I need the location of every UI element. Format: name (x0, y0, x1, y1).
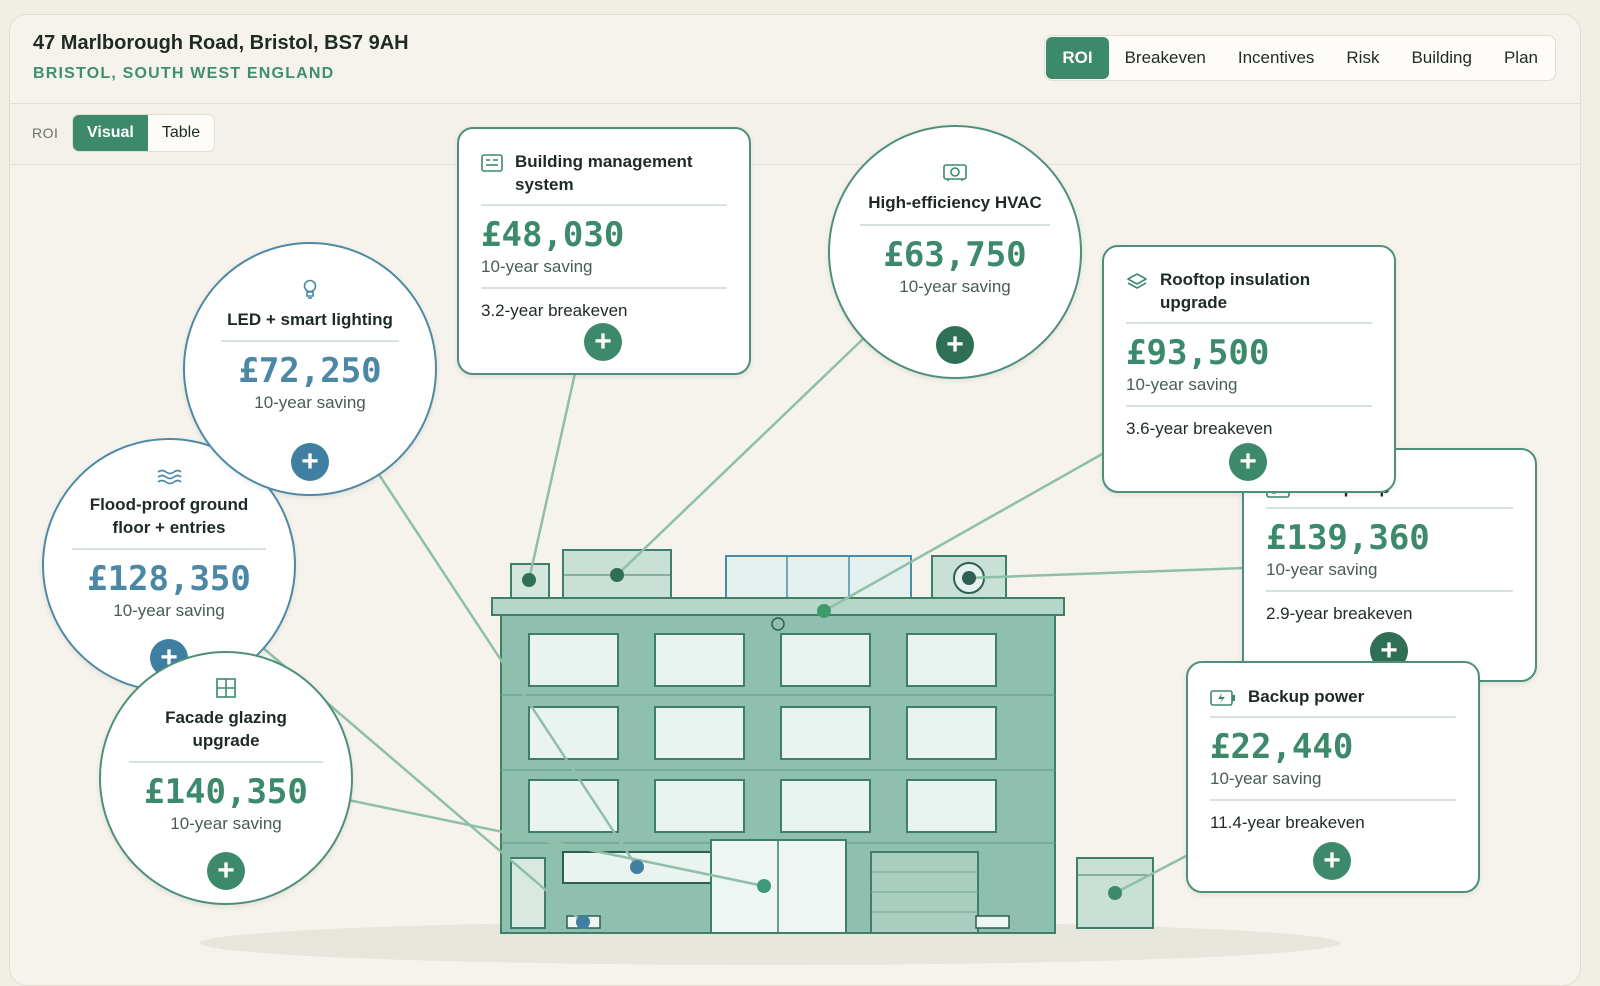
add-hvac-button[interactable]: + (936, 326, 974, 364)
section-label: ROI (32, 125, 59, 141)
card-rooftop-insulation[interactable]: Rooftop insulation upgrade £93,500 10-ye… (1102, 245, 1396, 493)
divider (72, 548, 266, 550)
connector-facade (347, 798, 765, 888)
building-windows (528, 633, 997, 833)
saving-label: 10-year saving (1266, 560, 1378, 579)
anchor-flood (576, 915, 590, 929)
add-led-lighting-button[interactable]: + (291, 443, 329, 481)
view-toolbar (10, 104, 1580, 165)
connector-backup (1114, 853, 1189, 895)
saving-amount: £93,500 (1126, 333, 1270, 373)
property-address: 47 Marlborough Road, Bristol, BS7 9AH (33, 32, 409, 54)
main-tabs: ROI Breakeven Incentives Risk Building P… (1044, 35, 1556, 81)
divider (1126, 405, 1372, 407)
layers-icon (1127, 273, 1147, 289)
hvac-unit-icon (943, 164, 967, 181)
anchor-hvac (610, 568, 624, 582)
card-title: Rooftop insulation upgrade (1160, 270, 1311, 312)
connector-rooftop (823, 451, 1105, 613)
saving-label: 10-year saving (170, 814, 282, 833)
divider (129, 761, 323, 763)
tab-breakeven[interactable]: Breakeven (1124, 48, 1206, 67)
saving-label: 10-year saving (481, 257, 593, 276)
card-high-efficiency-hvac[interactable]: High-efficiency HVAC £63,750 10-year sav… (828, 125, 1082, 379)
app-frame: 47 Marlborough Road, Bristol, BS7 9AH BR… (9, 14, 1581, 986)
divider (221, 340, 399, 342)
roof-parapet (491, 597, 1065, 616)
divider (1210, 799, 1456, 801)
side-door (510, 857, 546, 929)
saving-amount: £140,350 (144, 772, 308, 812)
building-illustration (200, 336, 1340, 965)
saving-label: 10-year saving (899, 277, 1011, 296)
card-backup-power[interactable]: Backup power £22,440 10-year saving 11.4… (1186, 661, 1480, 893)
add-backup-power-button[interactable]: + (1313, 842, 1351, 880)
divider (1266, 590, 1513, 592)
divider (1266, 507, 1513, 509)
anchor-heatpump (962, 571, 976, 585)
window-grid-icon (216, 678, 236, 698)
anchor-bms (522, 573, 536, 587)
breakeven-label: 11.4-year breakeven (1210, 813, 1365, 832)
battery-bolt-icon (1210, 690, 1235, 706)
add-facade-glazing-button[interactable]: + (207, 852, 245, 890)
connector-bms (527, 372, 577, 581)
visual-mode-button[interactable]: Visual (73, 115, 148, 151)
add-rooftop-button[interactable]: + (1229, 443, 1267, 481)
view-mode-toggle: Visual Table (72, 114, 216, 152)
divider (1126, 322, 1372, 324)
anchor-backup (1108, 886, 1122, 900)
card-title: High-efficiency HVAC (868, 193, 1042, 212)
saving-amount: £128,350 (87, 559, 251, 599)
tab-incentives[interactable]: Incentives (1237, 48, 1315, 67)
tab-risk[interactable]: Risk (1346, 48, 1380, 67)
anchor-facade (757, 879, 771, 893)
saving-label: 10-year saving (254, 393, 366, 412)
tab-building[interactable]: Building (1411, 48, 1472, 67)
card-title: Building management system (515, 152, 693, 194)
card-facade-glazing[interactable]: Facade glazing upgrade £140,350 10-year … (99, 651, 353, 905)
property-region: BRISTOL, SOUTH WEST ENGLAND (33, 65, 335, 82)
saving-label: 10-year saving (1126, 375, 1238, 394)
waves-icon (157, 469, 182, 485)
divider (1210, 716, 1456, 718)
divider (481, 287, 727, 289)
connector-heatpump (968, 566, 1246, 580)
saving-amount: £139,360 (1266, 518, 1430, 558)
divider (481, 204, 727, 206)
saving-amount: £22,440 (1210, 727, 1354, 767)
card-building-management-system[interactable]: Building management system £48,030 10-ye… (457, 127, 751, 375)
control-panel-icon (481, 154, 503, 172)
card-title: Backup power (1248, 687, 1365, 706)
saving-label: 10-year saving (1210, 769, 1322, 788)
card-title: Flood-proof ground floor + entries (89, 495, 249, 537)
lightbulb-icon (303, 279, 317, 299)
breakeven-label: 2.9-year breakeven (1266, 604, 1413, 623)
divider (860, 224, 1050, 226)
saving-amount: £72,250 (238, 351, 382, 391)
add-bms-button[interactable]: + (584, 323, 622, 361)
saving-amount: £48,030 (481, 215, 625, 255)
card-led-smart-lighting[interactable]: LED + smart lighting £72,250 10-year sav… (183, 242, 437, 496)
connector-led (376, 472, 639, 868)
backup-generator (1076, 857, 1154, 929)
tab-roi[interactable]: ROI (1046, 37, 1109, 79)
saving-label: 10-year saving (113, 601, 225, 620)
connector-hvac (616, 336, 866, 576)
anchor-rooftop (817, 604, 831, 618)
flood-barrier-right (975, 915, 1010, 929)
anchor-led (630, 860, 644, 874)
table-mode-button[interactable]: Table (161, 124, 201, 141)
saving-amount: £63,750 (883, 235, 1027, 275)
breakeven-label: 3.2-year breakeven (481, 301, 628, 320)
card-title: Facade glazing upgrade (165, 708, 287, 750)
breakeven-label: 3.6-year breakeven (1126, 419, 1273, 438)
card-title: LED + smart lighting (227, 310, 393, 329)
tab-plan[interactable]: Plan (1503, 48, 1538, 67)
roof-sensor (771, 617, 785, 631)
header: 47 Marlborough Road, Bristol, BS7 9AH BR… (10, 15, 1580, 104)
